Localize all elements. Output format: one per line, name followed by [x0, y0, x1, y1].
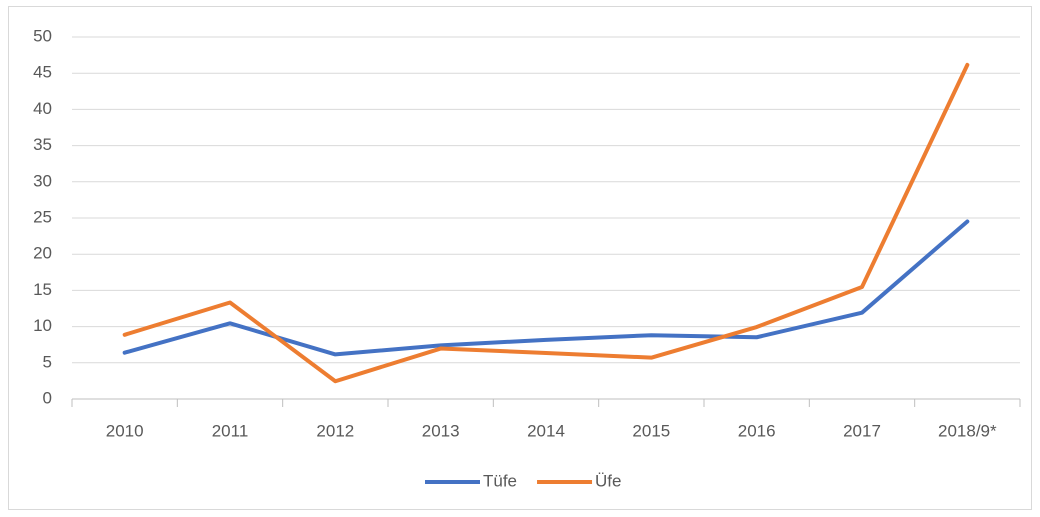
x-tick-label: 2017 — [843, 421, 881, 440]
y-tick-label: 40 — [33, 99, 52, 118]
y-tick-label: 25 — [33, 207, 52, 226]
y-tick-label: 15 — [33, 280, 52, 299]
x-tick-label: 2012 — [316, 421, 354, 440]
line-series — [122, 62, 970, 384]
line-series — [122, 219, 970, 357]
y-tick-label: 10 — [33, 316, 52, 335]
x-tick-label: 2016 — [738, 421, 776, 440]
x-tick-label: 2015 — [632, 421, 670, 440]
y-tick-label: 50 — [33, 26, 52, 45]
y-tick-label: 35 — [33, 135, 52, 154]
x-tick-label: 2018/9* — [938, 421, 997, 440]
legend-label: Tüfe — [483, 471, 517, 490]
y-tick-label: 0 — [43, 388, 52, 407]
x-tick-label: 2013 — [422, 421, 460, 440]
y-tick-label: 5 — [43, 352, 52, 371]
chart-border — [8, 6, 1032, 510]
x-tick-label: 2014 — [527, 421, 565, 440]
y-tick-label: 20 — [33, 244, 52, 263]
x-tick-label: 2010 — [106, 421, 144, 440]
x-tick-label: 2011 — [212, 421, 249, 440]
y-tick-label: 30 — [33, 171, 52, 190]
legend-label: Üfe — [595, 471, 621, 490]
y-tick-label: 45 — [33, 63, 52, 82]
